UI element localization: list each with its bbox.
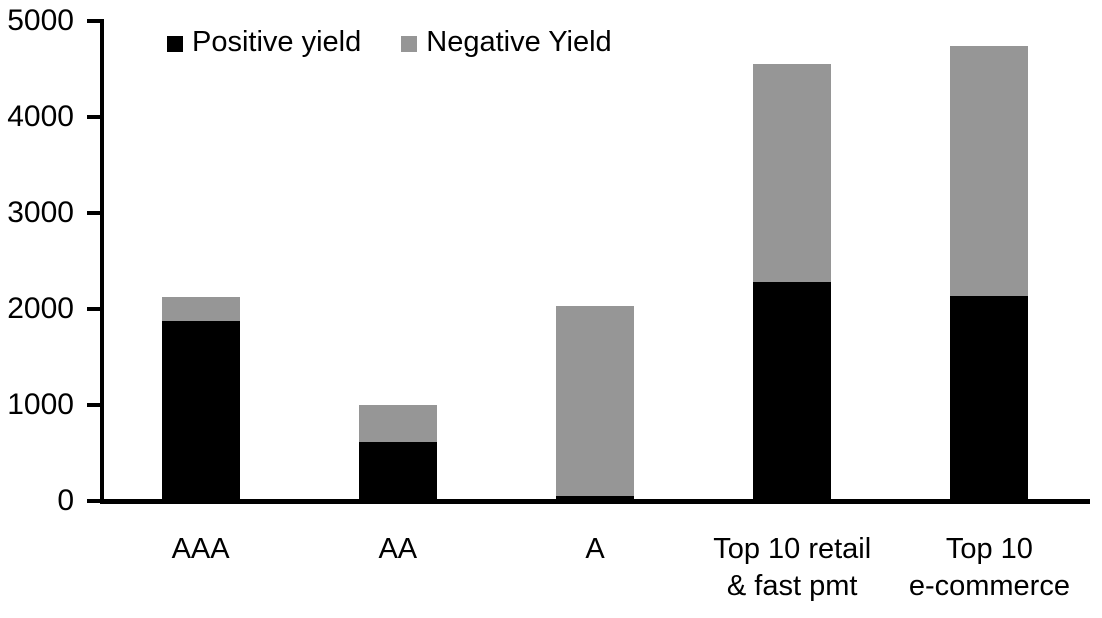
y-tick-mark [87,403,101,407]
bar-segment-positive-yield-aaa [161,321,240,501]
bar-segment-positive-yield-a [556,496,634,501]
y-tick-mark [87,307,101,311]
x-category-label-line: Top 10 retail [713,533,872,565]
y-tick-mark [87,19,101,23]
x-category-label-a: A [476,531,713,568]
legend-item-negative-yield: Negative Yield [401,26,612,59]
x-category-label-line: AA [378,533,418,565]
x-category-label-top-10-retail-fast-pmt: Top 10 retail & fast pmt [674,531,911,605]
legend-label: Positive yield [192,26,362,58]
x-category-label-line: e-commerce [908,570,1070,602]
y-tick-label: 4000 [7,100,74,133]
x-category-label-top-10-e-commerce: Top 10 e-commerce [871,531,1102,605]
bar-segment-positive-yield-aa [358,442,437,501]
bar-segment-negative-yield-a [556,306,634,497]
legend-swatch-positive-yield [167,35,183,52]
y-tick-label: 1000 [7,388,74,421]
y-tick-label: 0 [57,484,74,517]
y-tick-mark [87,211,101,215]
bar-segment-positive-yield-top-10-retail-fast-pmt [753,282,832,501]
x-category-label-line: & fast pmt [726,570,858,602]
y-tick-label: 3000 [7,196,74,229]
chart-legend: Positive yield Negative Yield [167,28,612,59]
bar-segment-negative-yield-aaa [161,297,240,322]
y-tick-mark [87,115,101,119]
x-category-label-aaa: AAA [82,531,319,568]
legend-item-positive-yield: Positive yield [167,28,361,59]
bar-segment-negative-yield-top-10-retail-fast-pmt [753,64,832,283]
legend-label: Negative Yield [426,26,612,58]
x-category-label-aa: AA [279,531,516,568]
x-axis-line [100,499,1090,504]
y-tick-label: 2000 [7,292,74,325]
x-category-label-line: Top 10 [945,533,1033,565]
y-axis-line [100,19,104,502]
bar-segment-negative-yield-aa [358,405,437,443]
x-category-label-line: AAA [171,533,230,565]
x-category-label-line: A [585,533,605,565]
legend-swatch-negative-yield [401,35,418,52]
y-tick-mark [87,499,101,503]
bar-segment-positive-yield-top-10-e-commerce [950,295,1029,501]
bar-segment-negative-yield-top-10-e-commerce [950,45,1029,296]
y-tick-label: 5000 [7,4,74,37]
